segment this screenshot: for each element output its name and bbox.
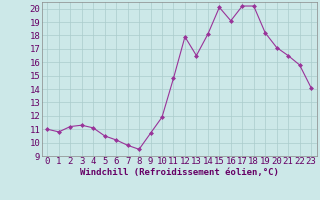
X-axis label: Windchill (Refroidissement éolien,°C): Windchill (Refroidissement éolien,°C) (80, 168, 279, 177)
